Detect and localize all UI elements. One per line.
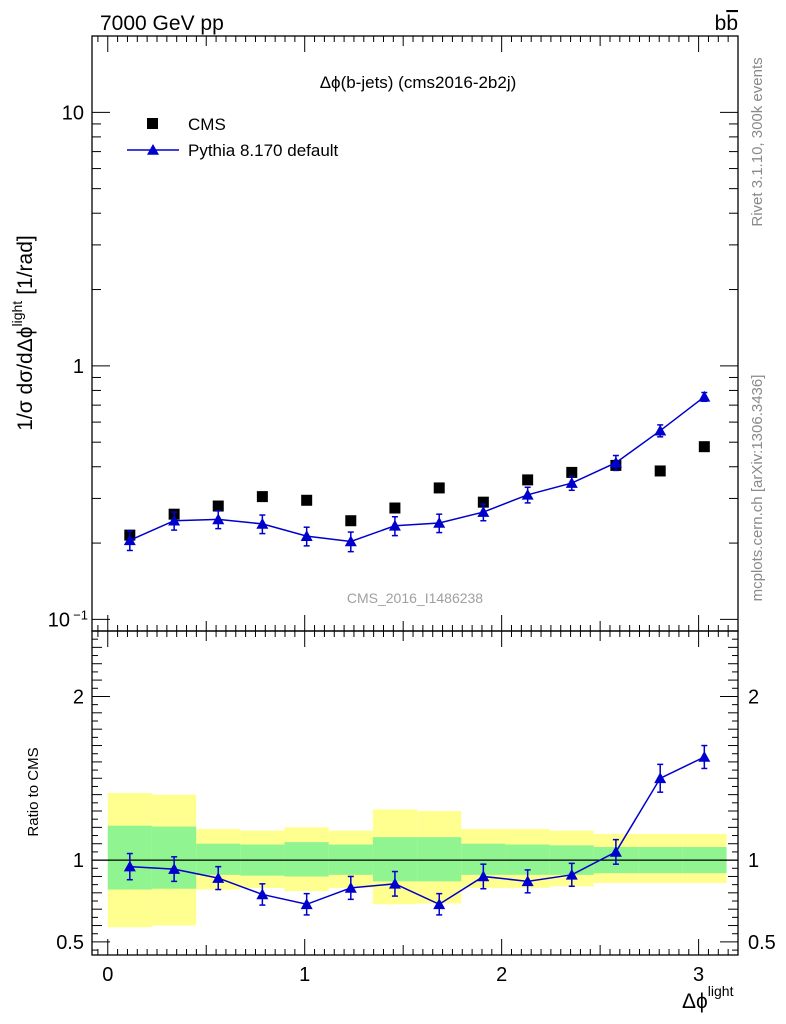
legend-pythia-label: Pythia 8.170 default [188, 141, 339, 160]
ratio-y-tick-label-right: 1 [748, 850, 759, 872]
pythia-data-point [300, 530, 313, 541]
y-tick-label-exponent: −1 [73, 607, 88, 622]
legend: CMS Pythia 8.170 default [127, 115, 339, 160]
ratio-data-point [521, 875, 534, 887]
ratio-y-tick-label-right: 0.5 [748, 932, 776, 954]
pythia-data-point [609, 456, 622, 468]
mcplots-label: mcplots.cern.ch [arXiv:1306.3436] [749, 375, 766, 602]
pythia-data-point [212, 513, 225, 525]
cms-data-point [522, 474, 534, 486]
pythia-data-point [565, 477, 578, 488]
cms-data-point [433, 482, 445, 494]
legend-cms-marker [147, 118, 158, 129]
y-tick-label: 1 [73, 356, 84, 378]
pythia-data-point [433, 517, 446, 528]
legend-cms-label: CMS [188, 115, 226, 134]
ratio-data-point [609, 845, 622, 857]
ratio-data-point [565, 868, 578, 880]
ratio-data-point [477, 870, 490, 882]
ratio-xlabel: Δϕlight [682, 983, 734, 1013]
ratio-line [129, 756, 705, 906]
ratio-data-point [300, 898, 313, 910]
y-tick-label: 10 [62, 102, 84, 124]
x-tick-label: 0 [102, 964, 113, 986]
ratio-data-point [256, 888, 269, 900]
watermark: CMS_2016_I1486238 [347, 590, 483, 606]
cms-data-point [212, 500, 224, 512]
pythia-data-point [256, 517, 269, 529]
x-tick-label: 3 [693, 964, 704, 986]
pythia-line [129, 396, 705, 543]
ratio-panel: 0 1 2 3 2 2 1 1 0.5 0.5 [56, 630, 776, 986]
chart-title: Δϕ(b-jets) (cms2016-2b2j) [320, 73, 517, 92]
ratio-y-tick-label: 1 [73, 850, 84, 872]
ratio-frame [91, 630, 739, 956]
ratio-y-tick-label: 2 [73, 686, 84, 708]
ratio-data-point [123, 860, 136, 872]
legend-pythia-marker [147, 144, 159, 155]
ratio-band-inner [417, 837, 462, 882]
cms-data-point [301, 494, 313, 506]
header-left: 7000 GeV pp [100, 12, 224, 35]
ratio-y-tick-label: 0.5 [56, 932, 84, 954]
pythia-data-point [654, 424, 667, 436]
header-right: bb [715, 12, 738, 35]
cms-data-point [654, 465, 666, 477]
pythia-data-point [123, 534, 136, 546]
cms-data-point [389, 502, 401, 514]
ratio-y-tick-label-right: 2 [748, 686, 759, 708]
pythia-data-point [521, 488, 534, 500]
y-tick-label: 10 [48, 609, 70, 631]
pythia-data-point [477, 506, 490, 517]
pythia-data-point [698, 390, 711, 402]
x-tick-label: 2 [496, 964, 507, 986]
pythia-data-point [344, 535, 357, 547]
cms-data-point [477, 496, 489, 508]
ratio-data-point [654, 772, 667, 784]
ratio-data-point [433, 898, 446, 910]
pythia-data-point [168, 514, 181, 526]
ratio-data-point [168, 863, 181, 874]
ratio-band-inner [284, 842, 329, 877]
pythia-data-point [388, 519, 401, 531]
ratio-ylabel: Ratio to CMS [25, 747, 42, 836]
cms-data-point [345, 515, 357, 527]
ratio-data-point [344, 881, 357, 893]
cms-data-point [256, 491, 268, 503]
cms-data-point [698, 441, 710, 453]
ratio-data-point [698, 751, 711, 762]
rivet-label: Rivet 3.1.10, 300k events [749, 57, 766, 226]
main-ylabel: 1/σ dσ/dΔϕlight[1/rad] [9, 235, 37, 431]
cms-data-point [566, 466, 578, 478]
ratio-data-point [388, 877, 401, 889]
x-tick-label: 1 [299, 964, 310, 986]
ratio-data-point [212, 872, 225, 883]
